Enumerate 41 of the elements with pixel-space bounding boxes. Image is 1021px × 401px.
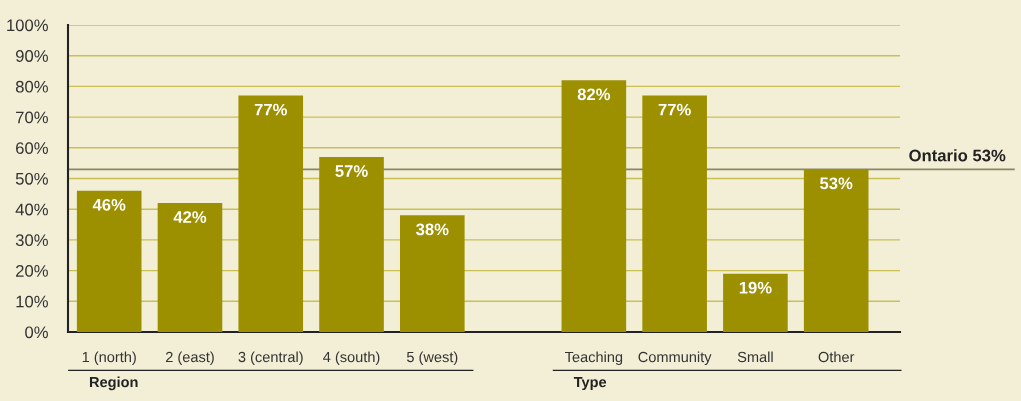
y-tick-label: 50% — [15, 172, 48, 185]
x-tick-label: Small — [737, 351, 773, 363]
y-tick-label: 40% — [15, 203, 48, 216]
data-label: 77% — [254, 103, 287, 116]
y-tick-label: 10% — [16, 295, 48, 308]
x-tick-label: Other — [818, 351, 855, 363]
data-label: 57% — [335, 165, 368, 177]
data-label: 19% — [739, 281, 772, 294]
bar — [76, 190, 142, 332]
bar — [723, 273, 788, 332]
y-tick-label: 90% — [15, 50, 48, 62]
text: Type — [573, 377, 607, 391]
data-label: 53% — [820, 177, 853, 190]
data-label: 82% — [577, 88, 611, 101]
y-tick-label: 0% — [25, 326, 48, 339]
ref-line-label: Ontario 53% — [909, 149, 1006, 162]
bar — [561, 80, 627, 332]
y-tick-label: 20% — [16, 265, 48, 277]
data-label: 46% — [92, 198, 126, 211]
bar — [642, 95, 707, 332]
x-tick-label: 2 (east) — [165, 351, 214, 366]
bar — [319, 157, 384, 332]
y-tick-label: 30% — [15, 234, 48, 247]
data-label: 38% — [416, 223, 449, 236]
y-tick-label: 70% — [16, 111, 48, 124]
x-tick-label: Community — [638, 351, 712, 366]
data-label: 77% — [658, 103, 691, 116]
x-tick-label: 4 (south) — [323, 351, 380, 366]
bar — [238, 95, 304, 332]
text: Region — [89, 376, 138, 391]
x-tick-label: 3 (central) — [238, 351, 303, 366]
y-tick-label: 60% — [16, 142, 48, 154]
x-tick-label: 1 (north) — [82, 351, 136, 366]
bar — [157, 203, 223, 332]
y-tick-label: 80% — [15, 80, 48, 93]
data-label: 42% — [173, 211, 207, 223]
x-tick-label: 5 (west) — [406, 351, 458, 366]
bar — [399, 215, 465, 332]
x-tick-label: Teaching — [565, 351, 623, 366]
bar — [803, 169, 869, 332]
y-tick-label: 100% — [7, 19, 48, 32]
